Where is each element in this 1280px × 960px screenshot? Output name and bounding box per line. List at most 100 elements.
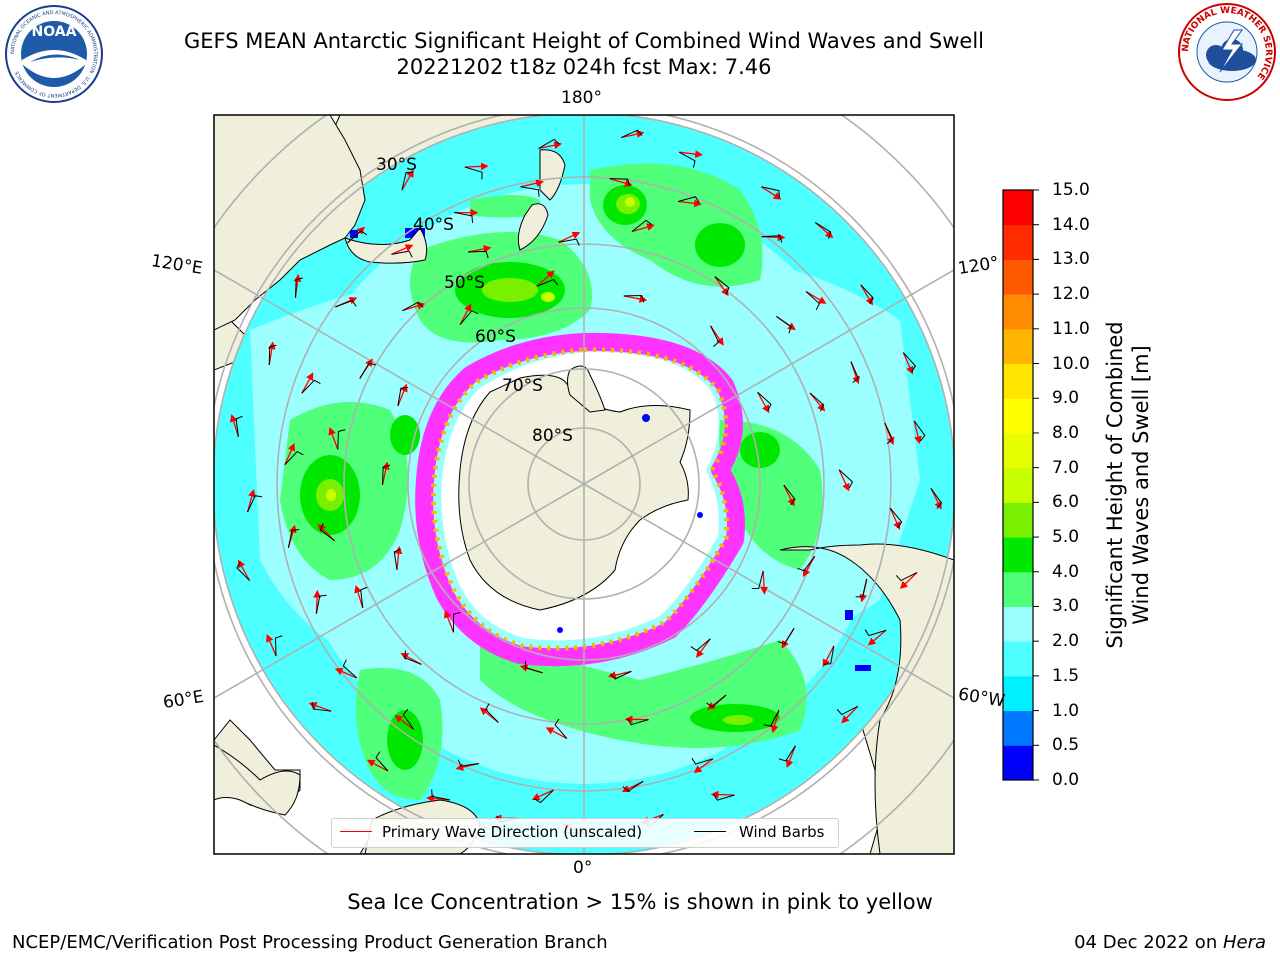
wind-barb: [860, 284, 874, 305]
wave-direction-arrow: [391, 244, 414, 255]
wind-barb: [777, 628, 795, 645]
wind-barb: [778, 745, 796, 762]
wave-direction-arrow: [354, 584, 364, 608]
wave-direction-arrow: [757, 391, 770, 414]
wave-direction-arrow: [402, 302, 426, 312]
legend-wind-line: [694, 831, 726, 832]
wave-direction-arrow: [805, 290, 827, 304]
wind-barb: [235, 415, 243, 437]
wind-barb: [274, 635, 283, 656]
colorbar-tick-label: 7.0: [1052, 457, 1080, 478]
wave-direction-arrow: [401, 169, 414, 191]
chart-title: GEFS MEAN Antarctic Significant Height o…: [183, 29, 985, 53]
wind-barb: [930, 488, 942, 509]
wind-barb: [319, 523, 335, 542]
colorbar-tick-label: 15.0: [1052, 180, 1090, 200]
wind-barb: [315, 594, 327, 614]
wind-barb: [236, 561, 250, 581]
noaa-logo: NOAA NATIONAL OCEANIC AND ATMOSPHERIC AD…: [5, 5, 103, 103]
wave-direction-arrow: [308, 702, 332, 712]
colorbar-segment: [1003, 259, 1033, 295]
wave-direction-arrow: [558, 231, 581, 243]
legend-wave-line: [340, 831, 372, 832]
wave-direction-arrow: [710, 790, 735, 799]
lat-label-60s: 60°S: [475, 327, 516, 347]
wind-barb: [468, 250, 489, 259]
wind-barb: [457, 759, 479, 767]
wind-barb: [402, 301, 424, 312]
wave-direction-arrow: [783, 484, 795, 507]
colorbar-tick-label: 9.0: [1052, 388, 1080, 409]
wind-barb: [838, 469, 854, 489]
lon-label-top: 180°: [561, 88, 602, 108]
wave-direction-arrow: [609, 178, 633, 187]
colorbar-tick-label: 11.0: [1052, 318, 1090, 339]
wind-barb: [538, 138, 560, 149]
map-legend: Primary Wave Direction (unscaled) Wind B…: [331, 818, 839, 848]
wind-barb: [311, 702, 332, 712]
wind-barb: [534, 789, 554, 804]
wind-barb: [864, 629, 887, 637]
colorbar-segment: [1003, 641, 1033, 677]
wave-direction-arrow: [366, 759, 389, 772]
colorbar-tick-label: 8.0: [1052, 422, 1080, 443]
footer-date: 04 Dec 2022 on Hera: [1074, 932, 1266, 953]
colorbar-segment: [1003, 710, 1033, 746]
wave-direction-arrow: [394, 714, 414, 730]
wave-direction-arrow: [693, 758, 714, 774]
colorbar-tick-label: 5.0: [1052, 527, 1080, 548]
wind-barb: [610, 670, 632, 680]
wind-barb: [382, 464, 391, 485]
colorbar-segment: [1003, 190, 1033, 226]
wind-barb: [454, 212, 474, 223]
colorbar-tick-label: 0.5: [1052, 735, 1080, 756]
wind-barb: [402, 708, 414, 730]
lat-label-70s: 70°S: [502, 376, 543, 396]
wave-direction-arrow: [822, 645, 835, 668]
wave-direction-arrow: [838, 469, 850, 492]
noaa-logo-text: NOAA: [32, 24, 77, 40]
wind-barb: [524, 660, 543, 674]
legend-wind-label: Wind Barbs: [739, 823, 825, 841]
wave-direction-arrow: [381, 461, 390, 486]
wind-barb: [761, 186, 780, 198]
wind-barb: [342, 659, 358, 679]
wind-barb: [301, 379, 321, 394]
wind-barb: [706, 694, 727, 708]
wind-barb: [347, 230, 368, 244]
wave-direction-arrow: [621, 130, 645, 139]
wind-barb: [404, 650, 422, 665]
wind-barb: [287, 529, 300, 548]
wind-barb: [627, 718, 649, 726]
sea-ice-note: Sea Ice Concentration > 15% is shown in …: [347, 890, 933, 914]
colorbar-segment: [1003, 502, 1033, 538]
wave-direction-arrow: [284, 442, 295, 466]
colorbar-segment: [1003, 675, 1033, 712]
wave-direction-arrow: [229, 413, 240, 438]
footer-credit: NCEP/EMC/Verification Post Processing Pr…: [12, 932, 608, 953]
wave-direction-arrow: [328, 426, 339, 450]
wind-barb: [895, 571, 918, 582]
wave-direction-arrow: [696, 638, 711, 658]
wind-barb: [431, 789, 450, 801]
wind-barb: [809, 392, 825, 412]
colorbar: [1002, 189, 1039, 781]
map-frame: [213, 114, 955, 855]
colorbar-tick-label: 2.0: [1052, 631, 1080, 652]
wind-barb: [452, 611, 461, 633]
wave-direction-arrow: [631, 223, 655, 233]
wind-barb: [247, 495, 263, 513]
wind-barb: [710, 325, 720, 348]
wave-direction-arrow: [237, 559, 251, 581]
wave-direction-arrow: [841, 705, 859, 724]
colorbar-segment: [1003, 398, 1033, 434]
wind-barb: [913, 420, 926, 442]
wave-direction-arrow: [760, 186, 782, 200]
wind-barb: [375, 751, 389, 772]
wind-barb: [554, 718, 568, 739]
wave-direction-arrow: [809, 392, 826, 412]
wind-barb: [751, 570, 764, 590]
wave-direction-arrow: [930, 488, 942, 510]
wind-barb: [850, 361, 859, 383]
